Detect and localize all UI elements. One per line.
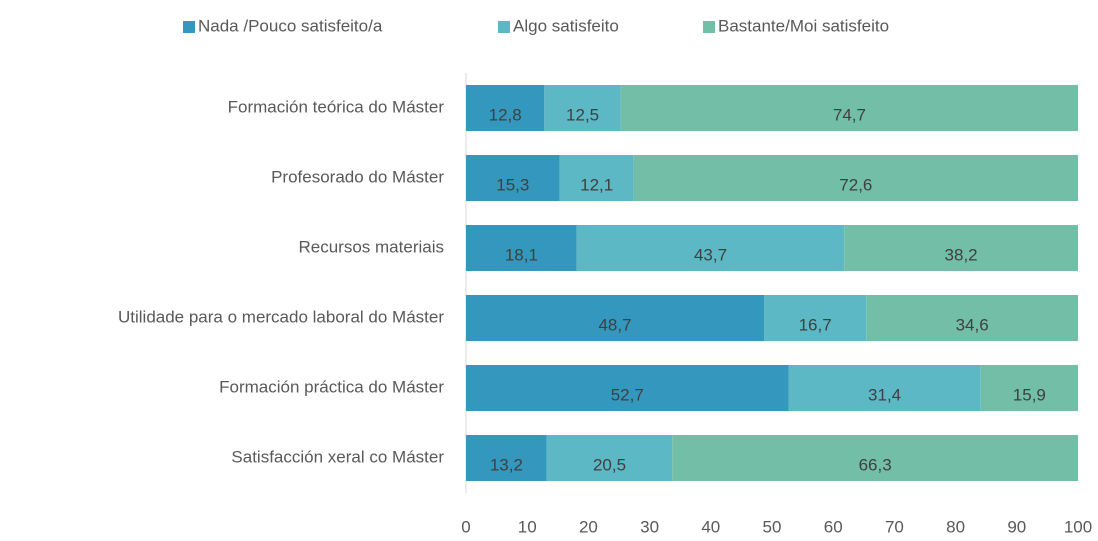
bar-segment — [672, 435, 1078, 481]
data-label: 74,7 — [833, 105, 866, 124]
bar-segment — [544, 85, 621, 131]
x-tick-label: 40 — [701, 517, 720, 536]
data-label: 12,1 — [580, 175, 613, 194]
data-label: 52,7 — [611, 385, 644, 404]
legend-label: Bastante/Moi satisfeito — [718, 16, 889, 35]
legend-label: Nada /Pouco satisfeito/a — [198, 16, 383, 35]
data-label: 43,7 — [694, 245, 727, 264]
data-label: 31,4 — [868, 385, 901, 404]
y-tick-label: Formación teórica do Máster — [228, 97, 445, 116]
bar-segment — [466, 155, 560, 201]
data-label: 18,1 — [505, 245, 538, 264]
bar-segment — [576, 225, 845, 271]
x-tick-label: 60 — [824, 517, 843, 536]
bar-segment — [866, 295, 1078, 341]
legend-swatch — [183, 21, 195, 33]
x-tick-label: 20 — [579, 517, 598, 536]
legend-swatch — [498, 21, 510, 33]
bar-segment — [788, 365, 981, 411]
legend-label: Algo satisfeito — [513, 16, 619, 35]
y-tick-label: Satisfacción xeral co Máster — [231, 447, 444, 466]
data-label: 13,2 — [490, 455, 523, 474]
x-tick-label: 10 — [518, 517, 537, 536]
x-tick-label: 30 — [640, 517, 659, 536]
x-tick-label: 100 — [1064, 517, 1092, 536]
x-tick-label: 0 — [461, 517, 470, 536]
bar-segment — [980, 365, 1078, 411]
bar-segment — [620, 85, 1078, 131]
data-label: 72,6 — [839, 175, 872, 194]
y-tick-label: Profesorado do Máster — [271, 167, 444, 186]
data-label: 12,8 — [489, 105, 522, 124]
bar-segment — [466, 365, 789, 411]
bar-segment — [466, 85, 545, 131]
bar-segment — [844, 225, 1078, 271]
bar-segment — [764, 295, 867, 341]
data-label: 15,3 — [496, 175, 529, 194]
legend-swatch — [703, 21, 715, 33]
bar-segment — [546, 435, 673, 481]
bar-segment — [466, 295, 765, 341]
y-tick-label: Formación práctica do Máster — [219, 377, 444, 396]
data-label: 34,6 — [956, 315, 989, 334]
x-tick-label: 90 — [1007, 517, 1026, 536]
data-label: 48,7 — [598, 315, 631, 334]
bar-segment — [633, 155, 1078, 201]
x-tick-label: 80 — [946, 517, 965, 536]
data-label: 66,3 — [859, 455, 892, 474]
bar-segment — [466, 435, 547, 481]
data-label: 15,9 — [1013, 385, 1046, 404]
data-label: 38,2 — [945, 245, 978, 264]
y-tick-label: Recursos materiais — [299, 237, 445, 256]
bar-segment — [559, 155, 634, 201]
data-label: 12,5 — [566, 105, 599, 124]
data-label: 20,5 — [593, 455, 626, 474]
y-tick-label: Utilidade para o mercado laboral do Mást… — [118, 307, 444, 326]
bar-segment — [466, 225, 577, 271]
x-tick-label: 70 — [885, 517, 904, 536]
data-label: 16,7 — [799, 315, 832, 334]
x-tick-label: 50 — [763, 517, 782, 536]
